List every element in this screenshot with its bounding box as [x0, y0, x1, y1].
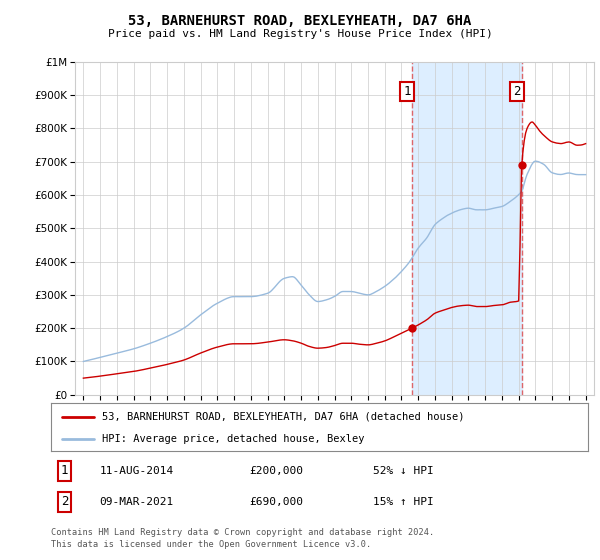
Text: 52% ↓ HPI: 52% ↓ HPI: [373, 466, 434, 476]
Text: £690,000: £690,000: [250, 497, 304, 507]
Text: Price paid vs. HM Land Registry's House Price Index (HPI): Price paid vs. HM Land Registry's House …: [107, 29, 493, 39]
Text: 1: 1: [61, 464, 68, 478]
Text: 53, BARNEHURST ROAD, BEXLEYHEATH, DA7 6HA (detached house): 53, BARNEHURST ROAD, BEXLEYHEATH, DA7 6H…: [102, 412, 464, 422]
Text: 1: 1: [403, 85, 410, 98]
Text: This data is licensed under the Open Government Licence v3.0.: This data is licensed under the Open Gov…: [51, 540, 371, 549]
Text: 2: 2: [61, 496, 68, 508]
Text: 11-AUG-2014: 11-AUG-2014: [100, 466, 173, 476]
Text: £200,000: £200,000: [250, 466, 304, 476]
Bar: [412, 62, 521, 395]
Text: HPI: Average price, detached house, Bexley: HPI: Average price, detached house, Bexl…: [102, 434, 365, 444]
Text: 15% ↑ HPI: 15% ↑ HPI: [373, 497, 434, 507]
Text: 2: 2: [513, 85, 520, 98]
Text: 09-MAR-2021: 09-MAR-2021: [100, 497, 173, 507]
Text: Contains HM Land Registry data © Crown copyright and database right 2024.: Contains HM Land Registry data © Crown c…: [51, 528, 434, 536]
Text: 53, BARNEHURST ROAD, BEXLEYHEATH, DA7 6HA: 53, BARNEHURST ROAD, BEXLEYHEATH, DA7 6H…: [128, 14, 472, 28]
